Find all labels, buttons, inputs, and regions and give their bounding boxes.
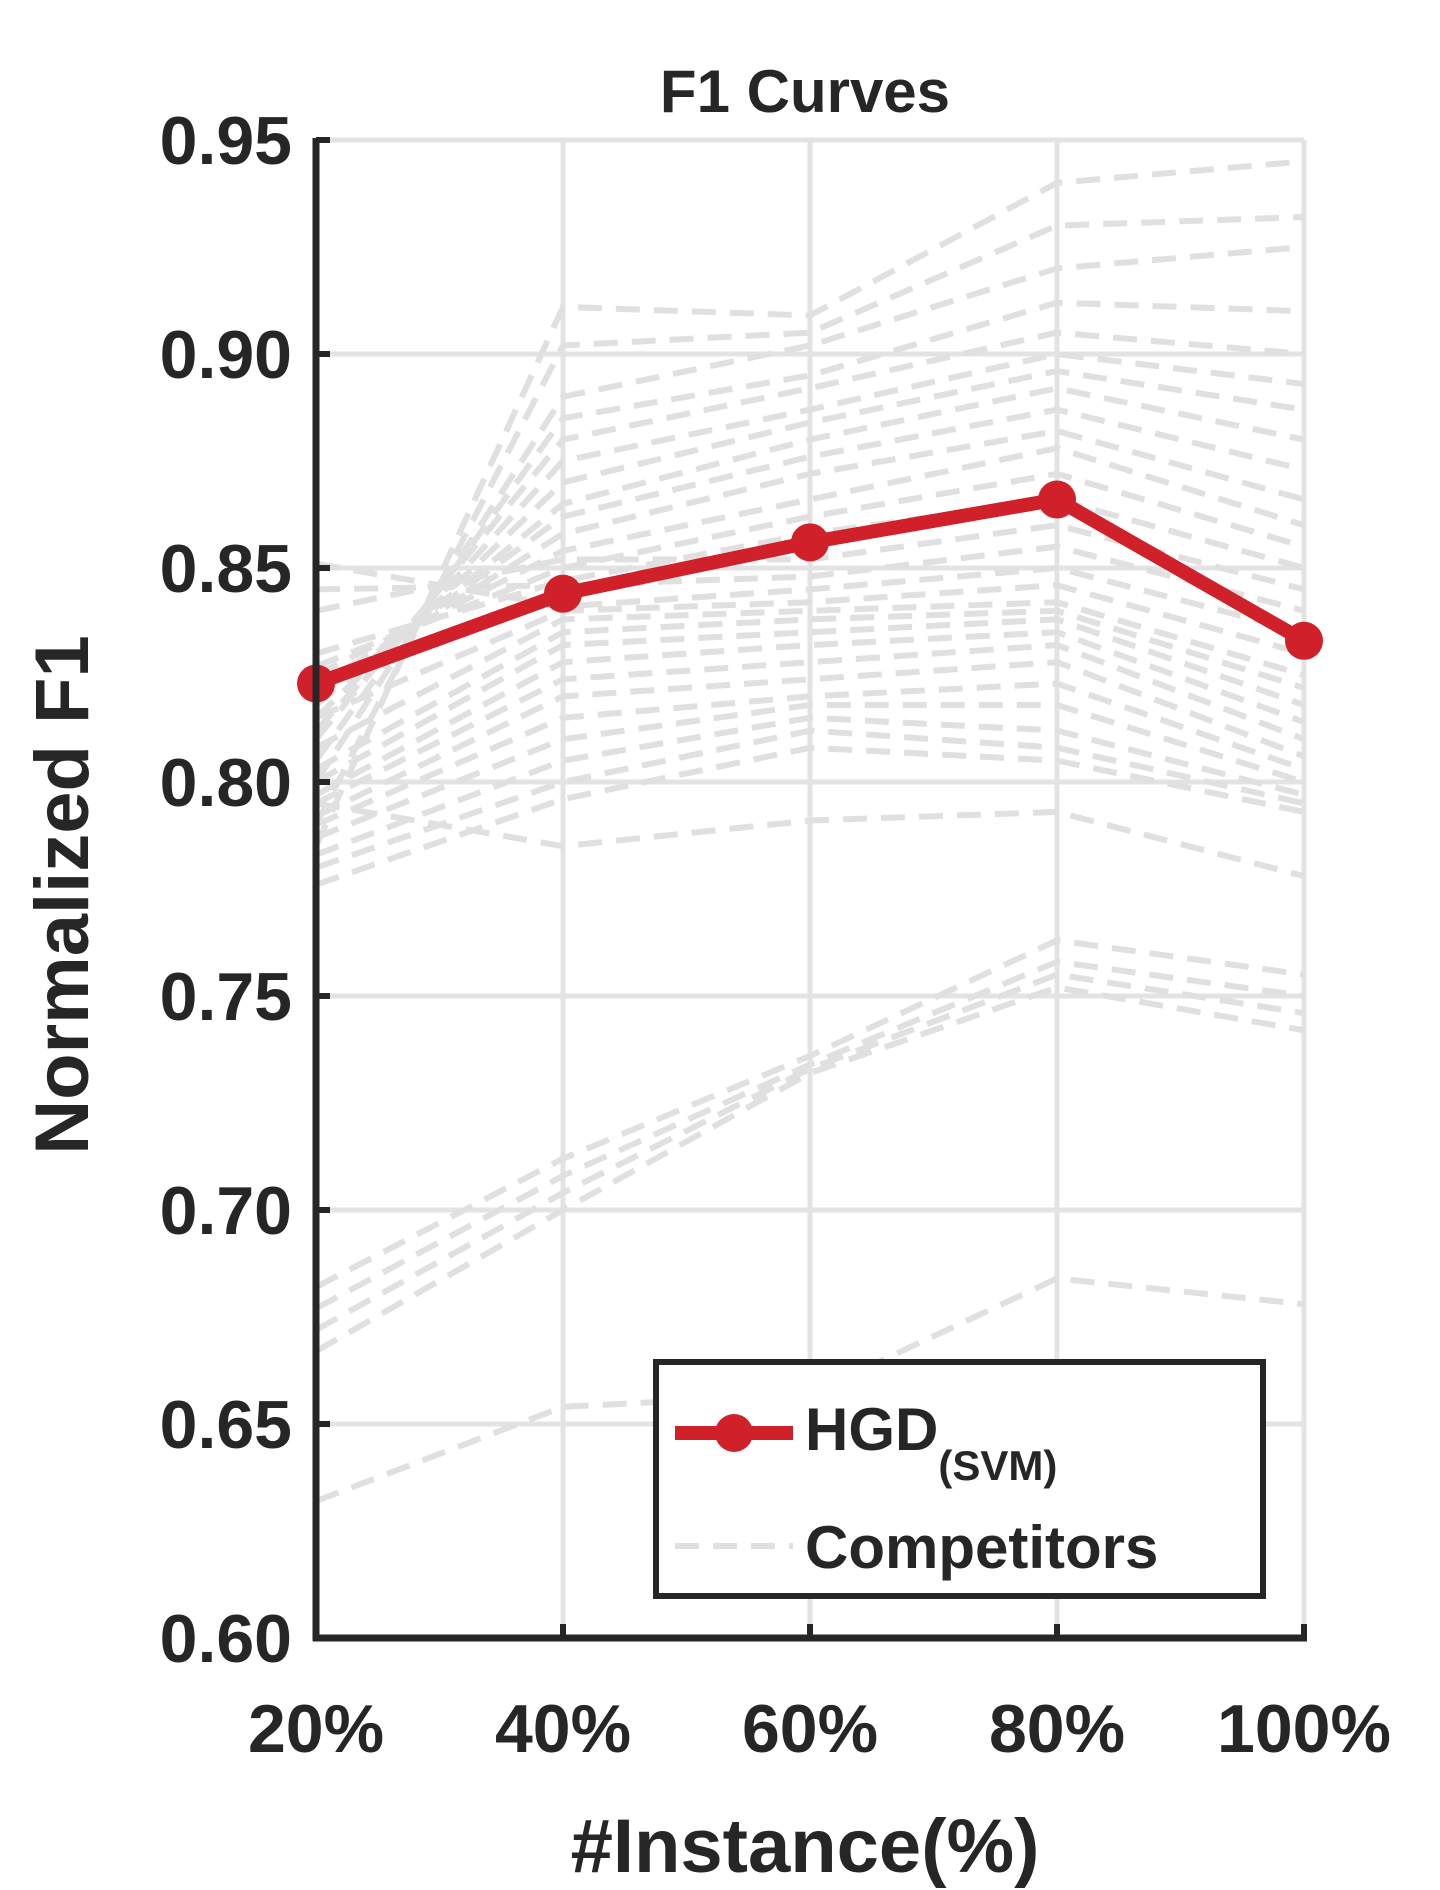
competitor-line-21: [314, 642, 1306, 807]
competitor-line-28: [315, 800, 1305, 880]
legend-hgd-subscript: (SVM): [938, 1442, 1057, 1489]
y-tick-labels: 0.60 0.65 0.70 0.75 0.80 0.85 0.90 0.95: [160, 103, 292, 1677]
legend-hgd-label: HGD(SVM): [805, 1396, 1057, 1489]
competitor-line-26: [315, 727, 1305, 871]
y-tick-label-7: 0.95: [160, 103, 292, 179]
competitor-line-29: [314, 937, 1305, 1290]
competitor-line-24: [314, 701, 1305, 841]
y-tick-label-6: 0.90: [160, 317, 292, 393]
legend-hgd-marker: [715, 1414, 753, 1452]
chart-title: F1 Curves: [660, 58, 950, 125]
x-tick-label-2: 60%: [742, 1691, 878, 1767]
y-tick-label-0: 0.60: [160, 1601, 292, 1677]
competitor-line-16: [314, 582, 1305, 721]
hgd-point-4: [1285, 621, 1323, 660]
competitor-line-14: [315, 543, 1305, 614]
x-axis-label: #Instance(%): [571, 1804, 1040, 1889]
competitor-line-30: [314, 958, 1305, 1312]
competitor-line-22: [314, 659, 1306, 819]
y-tick-label-3: 0.75: [160, 959, 292, 1035]
y-tick-label-5: 0.85: [160, 531, 292, 607]
y-tick-label-1: 0.65: [160, 1387, 292, 1463]
hgd-point-2: [791, 523, 829, 562]
x-tick-labels: 20% 40% 60% 80% 100%: [248, 1691, 1391, 1767]
y-axis-label: Normalized F1: [20, 635, 105, 1154]
legend: HGD(SVM) Competitors: [653, 1359, 1266, 1599]
competitor-line-3: [313, 299, 1305, 763]
competitor-line-27: [315, 744, 1305, 888]
competitor-line-0: [313, 158, 1305, 848]
competitor-line-7: [314, 385, 1305, 708]
y-tick-label-4: 0.80: [160, 745, 292, 821]
competitor-line-15: [315, 560, 1305, 636]
x-tick-label-3: 80%: [989, 1691, 1125, 1767]
competitor-line-1: [313, 214, 1305, 827]
competitor-line-11: [314, 470, 1305, 670]
legend-box: [653, 1359, 1266, 1599]
competitor-line-25: [314, 714, 1305, 858]
legend-hgd-main: HGD: [805, 1396, 938, 1463]
axes: [312, 137, 1307, 1642]
legend-competitors-label: Competitors: [805, 1514, 1158, 1581]
x-tick-label-4: 100%: [1217, 1691, 1391, 1767]
hgd-point-1: [544, 574, 582, 613]
competitor-line-5: [313, 350, 1305, 733]
competitor-line-23: [314, 680, 1305, 828]
hgd-point-3: [1038, 480, 1076, 519]
x-tick-label-1: 40%: [495, 1691, 631, 1767]
competitor-line-17: [314, 599, 1305, 751]
x-tick-label-0: 20%: [248, 1691, 384, 1767]
y-tick-label-2: 0.70: [160, 1173, 292, 1249]
competitor-line-2: [313, 244, 1305, 784]
competitor-line-6: [313, 368, 1305, 720]
